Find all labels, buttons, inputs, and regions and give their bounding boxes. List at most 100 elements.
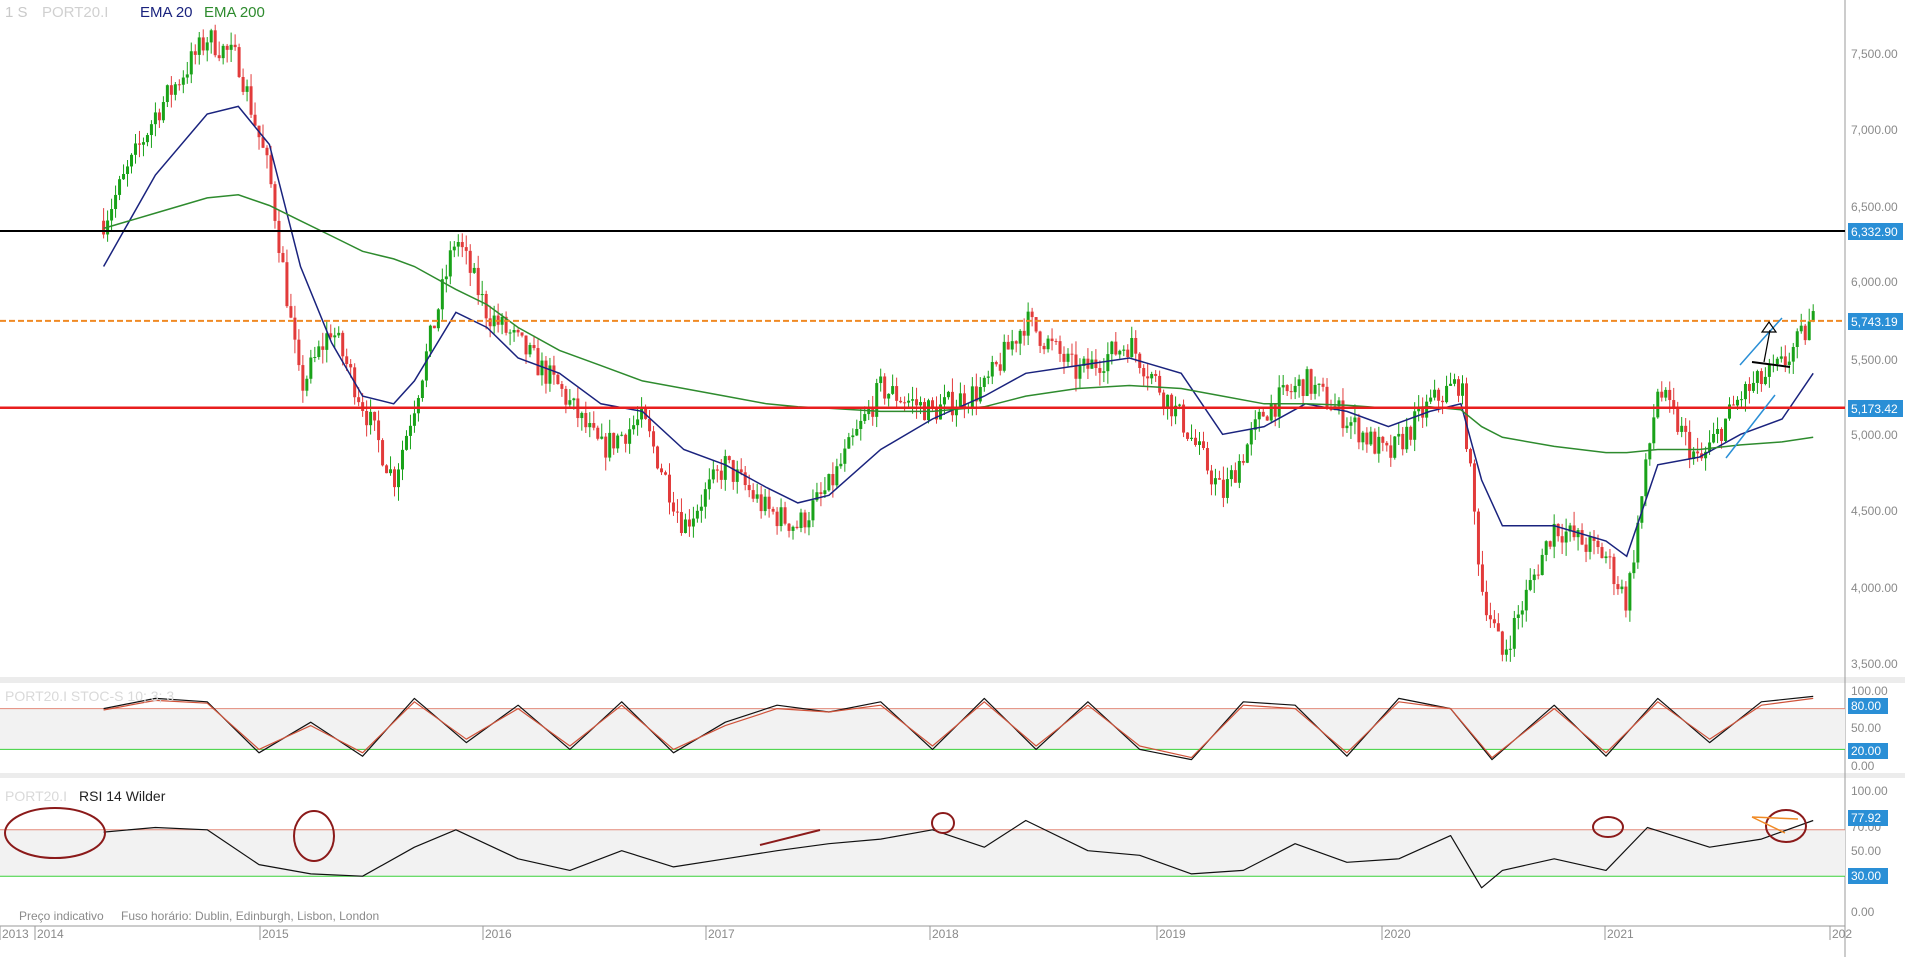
candle-body bbox=[751, 490, 755, 499]
candle-body bbox=[1221, 479, 1225, 498]
candle-body bbox=[592, 423, 596, 428]
period-label[interactable]: 1 S bbox=[5, 4, 28, 21]
badge-5173-bg bbox=[1848, 400, 1903, 417]
candle-body bbox=[743, 472, 747, 486]
trendline-blue-2[interactable] bbox=[1725, 394, 1776, 459]
candle-body bbox=[217, 55, 221, 59]
candle-body bbox=[1209, 470, 1213, 485]
candle-body bbox=[1201, 441, 1205, 449]
symbol-label[interactable]: PORT20.I bbox=[42, 4, 108, 21]
candle-body bbox=[520, 332, 524, 336]
candle-body bbox=[412, 413, 416, 426]
stoch-title[interactable]: PORT20.I STOC-S 10; 3; 3 bbox=[5, 688, 174, 704]
rsi-trend-mark-2017[interactable] bbox=[759, 829, 821, 846]
candle-body bbox=[883, 376, 887, 399]
candle-body bbox=[400, 449, 404, 470]
candle-body bbox=[855, 428, 859, 436]
candle-body bbox=[1632, 562, 1636, 574]
candle-body bbox=[1708, 442, 1712, 452]
candle-body bbox=[1696, 451, 1700, 454]
time-axis[interactable]: 2013 2014 2015 2016 2017 2018 2019 2020 2021 202 bbox=[0, 926, 1852, 941]
panel-separator-1[interactable] bbox=[0, 677, 1905, 683]
candle-body bbox=[1548, 541, 1552, 547]
ema200-label[interactable]: EMA 200 bbox=[204, 4, 265, 21]
candle-body bbox=[237, 47, 241, 77]
badge-6332-bg bbox=[1848, 223, 1903, 240]
candle-body bbox=[1054, 341, 1058, 343]
candle-body bbox=[1393, 436, 1397, 458]
candle-body bbox=[899, 400, 903, 403]
candle-body bbox=[504, 316, 508, 333]
rsi-orange-diagonal[interactable] bbox=[1751, 816, 1786, 834]
candle-body bbox=[1644, 459, 1648, 497]
candle-body bbox=[325, 333, 329, 350]
trendline-black[interactable] bbox=[1751, 361, 1791, 368]
candle-body bbox=[1293, 385, 1297, 393]
arrow-shaft[interactable] bbox=[1763, 329, 1771, 363]
candle-body bbox=[1349, 422, 1353, 426]
candle-body bbox=[281, 252, 285, 263]
candle-body bbox=[221, 45, 225, 59]
candle-body bbox=[1405, 426, 1409, 450]
candle-body bbox=[1704, 451, 1708, 459]
candle-body bbox=[1134, 337, 1138, 354]
ema20-label[interactable]: EMA 20 bbox=[140, 4, 193, 21]
candle-body bbox=[787, 523, 791, 531]
candle-body bbox=[1787, 361, 1791, 366]
candle-body bbox=[1735, 399, 1739, 406]
annotations-group bbox=[4, 317, 1807, 862]
candle-body bbox=[974, 386, 978, 402]
rsi-circle-2015[interactable] bbox=[293, 810, 335, 862]
candle-body bbox=[165, 85, 169, 103]
badge-5743-bg bbox=[1848, 313, 1903, 330]
rsi-circle-2022[interactable] bbox=[1765, 809, 1807, 843]
candle-body bbox=[1158, 375, 1162, 393]
candle-body bbox=[775, 511, 779, 527]
rsi-symbol[interactable]: PORT20.I bbox=[5, 788, 67, 804]
candle-body bbox=[1803, 325, 1807, 341]
candle-body bbox=[731, 460, 735, 482]
candle-body bbox=[161, 102, 165, 121]
candle-body bbox=[1779, 356, 1783, 359]
candle-body bbox=[723, 456, 727, 480]
badge-5743: 5,743.19 bbox=[1851, 315, 1898, 329]
candle-body bbox=[1461, 383, 1465, 396]
candle-body bbox=[1568, 525, 1572, 532]
candle-body bbox=[584, 412, 588, 428]
candle-body bbox=[1532, 574, 1536, 581]
candle-body bbox=[1728, 404, 1732, 419]
candle-body bbox=[791, 526, 795, 531]
candle-body bbox=[1213, 478, 1217, 485]
candle-body bbox=[261, 137, 265, 148]
rsi-orange-line[interactable] bbox=[1751, 816, 1799, 820]
rsi-title[interactable]: RSI 14 Wilder bbox=[79, 788, 166, 804]
rsi-band bbox=[0, 829, 1845, 877]
time-label: 202 bbox=[1832, 927, 1852, 941]
rsi-circle-2021[interactable] bbox=[1592, 816, 1624, 838]
rsi-circle-2018[interactable] bbox=[931, 812, 955, 834]
candle-body bbox=[1660, 391, 1664, 398]
panel-separator-2[interactable] bbox=[0, 773, 1905, 778]
candle-body bbox=[1341, 400, 1345, 429]
arrow-head-icon[interactable] bbox=[1760, 320, 1778, 333]
candle-body bbox=[173, 84, 177, 95]
candle-body bbox=[1301, 379, 1305, 396]
candle-body bbox=[440, 279, 444, 310]
candle-body bbox=[404, 435, 408, 450]
candle-body bbox=[1712, 433, 1716, 443]
time-label: 2020 bbox=[1384, 927, 1411, 941]
candle-body bbox=[1684, 425, 1688, 432]
candle-body bbox=[452, 246, 456, 251]
candle-body bbox=[1600, 547, 1604, 559]
candle-body bbox=[1564, 531, 1568, 543]
candle-body bbox=[1560, 536, 1564, 543]
price-levels-group bbox=[0, 229, 1845, 410]
rsi-circle-2014[interactable] bbox=[4, 807, 106, 859]
trendline-blue[interactable] bbox=[1739, 317, 1783, 366]
candle-body bbox=[1182, 404, 1186, 433]
candle-body bbox=[1624, 586, 1628, 611]
candle-body bbox=[1026, 311, 1030, 336]
candle-body bbox=[408, 425, 412, 436]
rsi-line bbox=[103, 819, 1814, 889]
